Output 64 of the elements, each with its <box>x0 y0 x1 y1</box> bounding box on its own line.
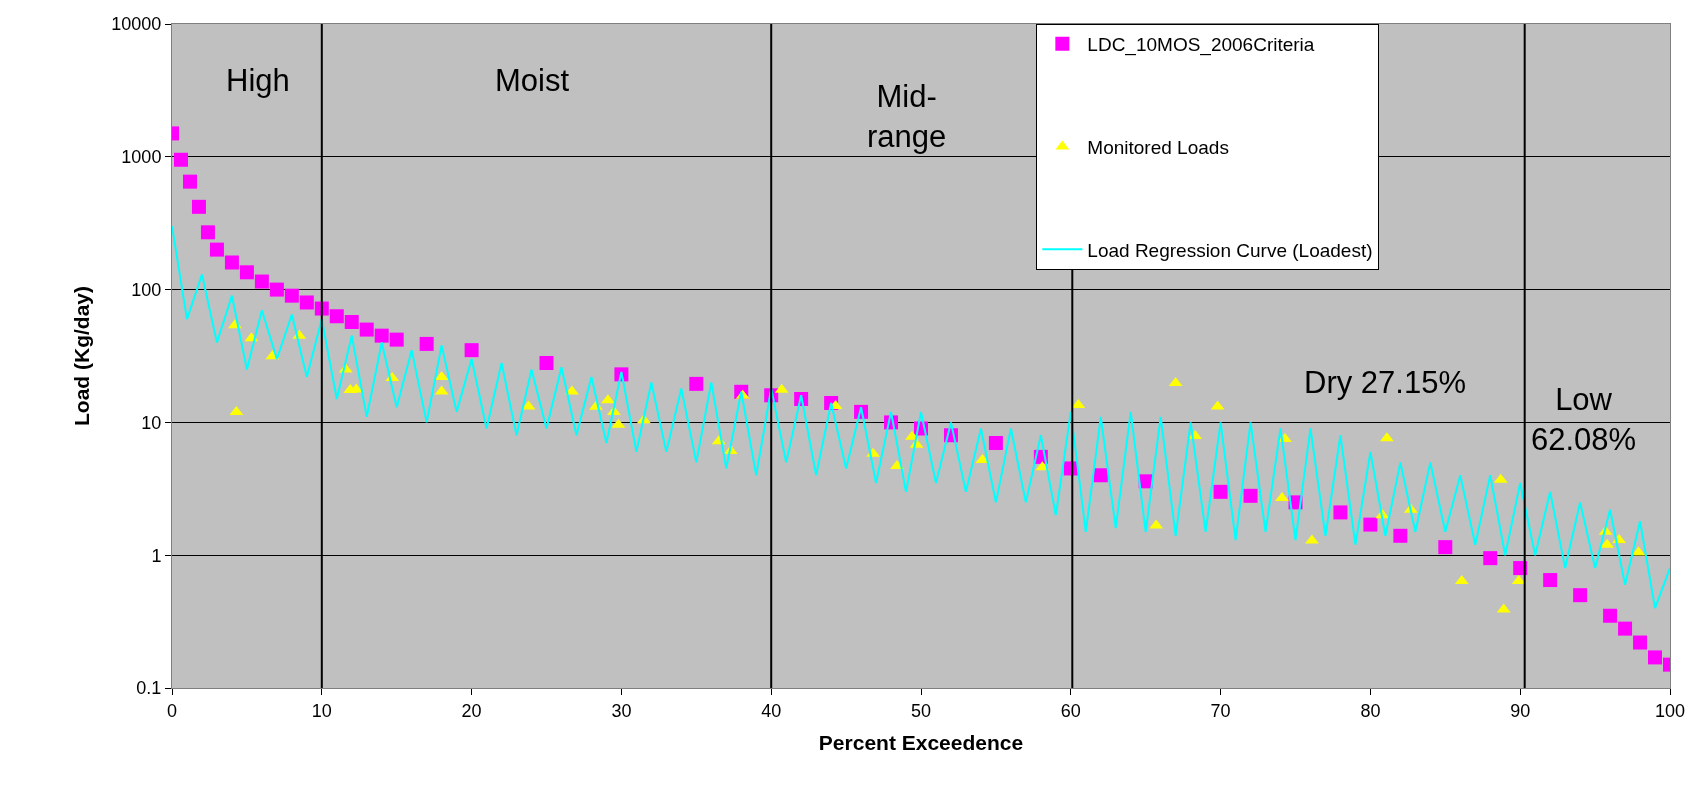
point <box>1243 488 1258 503</box>
point <box>284 288 299 303</box>
point <box>299 295 314 310</box>
point <box>1305 534 1319 544</box>
point <box>988 435 1003 450</box>
point <box>389 332 404 347</box>
point <box>1393 528 1408 543</box>
point <box>1213 484 1228 499</box>
x-tick-label: 90 <box>1510 700 1531 721</box>
annotation: Low 62.08% <box>1531 382 1637 458</box>
point <box>254 274 269 289</box>
point <box>173 152 188 167</box>
point <box>464 343 479 358</box>
point <box>224 255 239 270</box>
x-tick-label: 100 <box>1654 700 1686 721</box>
point <box>1618 621 1633 636</box>
point <box>1333 505 1348 520</box>
point <box>329 309 344 324</box>
point <box>1633 635 1648 650</box>
x-axis-title: Percent Exceedence <box>818 730 1024 754</box>
point <box>689 376 704 391</box>
point <box>1603 608 1618 623</box>
point <box>1363 517 1378 532</box>
point <box>374 328 389 343</box>
y-tick-label: 100 <box>131 279 162 300</box>
annotation: Dry 27.15% <box>1304 365 1466 400</box>
y-tick-label: 10 <box>141 412 162 433</box>
x-tick-label: 60 <box>1060 700 1081 721</box>
point <box>200 225 215 240</box>
y-tick-label: 0.1 <box>136 678 162 699</box>
point <box>1438 540 1453 555</box>
x-tick-label: 80 <box>1360 700 1381 721</box>
x-tick-label: 40 <box>761 700 782 721</box>
x-tick-label: 50 <box>910 700 932 721</box>
y-tick-label: 1 <box>151 545 162 566</box>
point <box>239 265 254 280</box>
point <box>269 282 284 297</box>
point <box>1543 573 1558 588</box>
x-tick-label: 30 <box>611 700 632 721</box>
point <box>344 315 359 330</box>
legend-label: Monitored Loads <box>1087 136 1229 158</box>
point <box>539 356 554 371</box>
legend-label: Load Regression Curve (Loadest) <box>1087 239 1373 261</box>
point <box>359 322 374 337</box>
x-tick-label: 70 <box>1210 700 1231 721</box>
y-tick-label: 1000 <box>121 147 162 168</box>
x-tick-label: 10 <box>311 700 332 721</box>
annotation: Moist <box>495 63 570 98</box>
point <box>419 336 434 351</box>
y-tick-label: 10000 <box>111 14 162 35</box>
point <box>1275 491 1289 501</box>
point <box>209 242 224 257</box>
point <box>1483 551 1498 566</box>
legend-label: LDC_10MOS_2006Criteria <box>1087 34 1315 57</box>
point <box>1093 468 1108 483</box>
annotation: Mid- range <box>867 79 947 155</box>
point <box>182 174 197 189</box>
y-axis-title: Load (Kg/day) <box>70 286 94 426</box>
point <box>191 199 206 214</box>
x-tick-label: 0 <box>166 700 178 721</box>
point <box>1648 650 1663 665</box>
x-tick-label: 20 <box>461 700 482 721</box>
annotation: High <box>226 63 290 98</box>
point <box>1573 588 1588 603</box>
